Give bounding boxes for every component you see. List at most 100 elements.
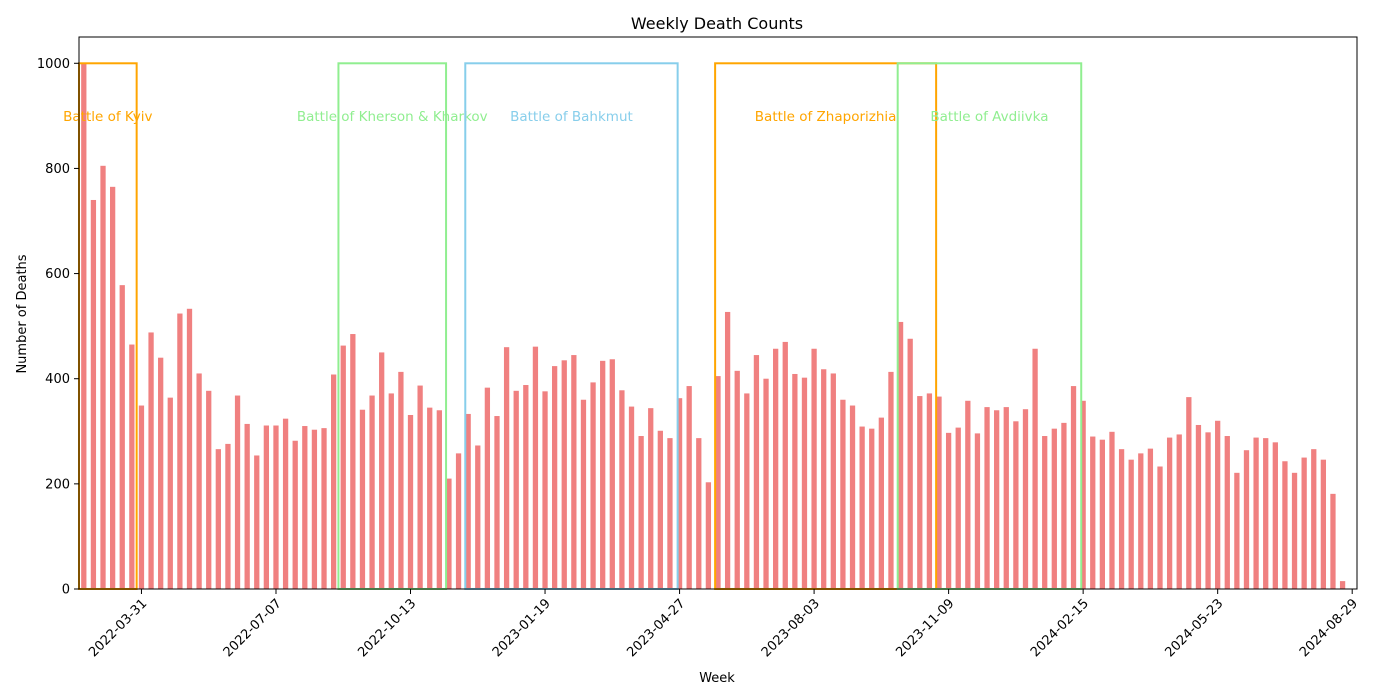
x-tick-label: 2023-04-27 xyxy=(624,596,688,660)
bar xyxy=(1138,453,1144,589)
bar xyxy=(494,416,500,589)
bar xyxy=(215,449,221,589)
bar xyxy=(436,410,442,589)
bar xyxy=(1090,436,1096,589)
bar xyxy=(1118,449,1125,589)
x-tick-label: 2023-11-09 xyxy=(893,596,957,660)
bar xyxy=(1263,438,1269,589)
bar xyxy=(206,390,212,589)
x-tick-label: 2024-08-29 xyxy=(1297,596,1361,660)
bar xyxy=(484,387,491,589)
y-tick-label: 800 xyxy=(45,162,70,177)
bars-group xyxy=(81,63,1346,590)
bar xyxy=(1061,422,1067,589)
bar xyxy=(869,428,875,589)
bar xyxy=(119,285,125,589)
bar xyxy=(1224,436,1230,589)
bar xyxy=(686,386,692,589)
bar xyxy=(888,371,894,589)
bar xyxy=(1243,450,1250,589)
bar xyxy=(830,373,836,589)
bar xyxy=(1080,400,1086,589)
plot-frame xyxy=(78,36,1358,590)
bar xyxy=(167,397,173,589)
bar xyxy=(542,391,548,589)
bar xyxy=(244,423,250,589)
battle-period-box xyxy=(78,62,138,591)
bar xyxy=(1003,407,1009,589)
bar xyxy=(734,370,740,589)
bar xyxy=(1147,448,1154,589)
x-tick-label: 2022-10-13 xyxy=(355,596,419,660)
bar xyxy=(552,366,558,589)
x-axis: 2022-03-31 2022-07-07 2022-10-13 2023-01-19… xyxy=(86,589,1361,660)
bar xyxy=(196,373,202,589)
bar xyxy=(907,338,913,589)
bar xyxy=(753,355,760,589)
battle-label: Battle of Bahkmut xyxy=(510,109,633,125)
bar xyxy=(715,376,721,589)
bar xyxy=(590,382,596,589)
bar xyxy=(523,385,529,589)
bar xyxy=(398,371,404,589)
bar xyxy=(1157,466,1163,589)
bar xyxy=(628,406,635,589)
bar xyxy=(359,409,366,589)
bar xyxy=(100,165,106,590)
bar xyxy=(1195,424,1202,589)
battle-label: Battle of Kherson & Kharkov xyxy=(297,109,488,125)
x-tick-label: 2023-01-19 xyxy=(490,596,554,660)
bar xyxy=(965,400,971,589)
bar xyxy=(1272,442,1278,589)
battle-label: Battle of Kyiv xyxy=(63,109,152,125)
bar xyxy=(1022,409,1029,589)
bar xyxy=(465,413,471,589)
bar xyxy=(292,440,298,589)
bar xyxy=(475,445,481,589)
bar xyxy=(263,425,270,589)
bar xyxy=(532,346,539,589)
bar xyxy=(1099,439,1105,589)
bar xyxy=(311,429,318,589)
bar xyxy=(657,430,663,589)
bar xyxy=(513,390,519,589)
y-axis: 0 200 400 600 800 1000 xyxy=(37,57,79,598)
battle-label: Battle of Zhaporizhia xyxy=(755,109,897,125)
x-tick-label: 2022-03-31 xyxy=(86,596,150,660)
bar xyxy=(1166,437,1173,589)
x-tick-label: 2024-02-15 xyxy=(1028,596,1092,660)
bar xyxy=(696,438,702,589)
bar xyxy=(878,417,884,589)
bar xyxy=(667,438,673,589)
y-axis-label: Number of Deaths xyxy=(15,254,30,373)
bar xyxy=(282,418,289,589)
bar xyxy=(561,360,567,589)
bar xyxy=(811,348,817,589)
bar xyxy=(744,393,750,589)
bar xyxy=(1234,472,1240,589)
bar xyxy=(109,186,116,589)
y-tick-label: 200 xyxy=(45,477,70,492)
x-tick-label: 2023-08-03 xyxy=(759,596,823,660)
bar xyxy=(571,355,577,589)
bar xyxy=(1291,472,1298,589)
bar xyxy=(773,348,779,589)
bar xyxy=(1320,459,1327,589)
bar xyxy=(984,407,990,589)
bar xyxy=(994,410,1000,589)
bar xyxy=(676,398,683,589)
bar xyxy=(580,399,587,589)
bar xyxy=(369,395,375,589)
bar xyxy=(1311,449,1317,589)
bar xyxy=(1330,493,1336,589)
bar xyxy=(273,425,279,589)
chart-title: Weekly Death Counts xyxy=(631,14,803,33)
bar xyxy=(1215,420,1221,589)
x-tick-label: 2022-07-07 xyxy=(221,596,285,660)
bar xyxy=(955,427,961,589)
bar xyxy=(379,352,385,589)
bar xyxy=(302,426,308,589)
bar xyxy=(1253,437,1259,589)
